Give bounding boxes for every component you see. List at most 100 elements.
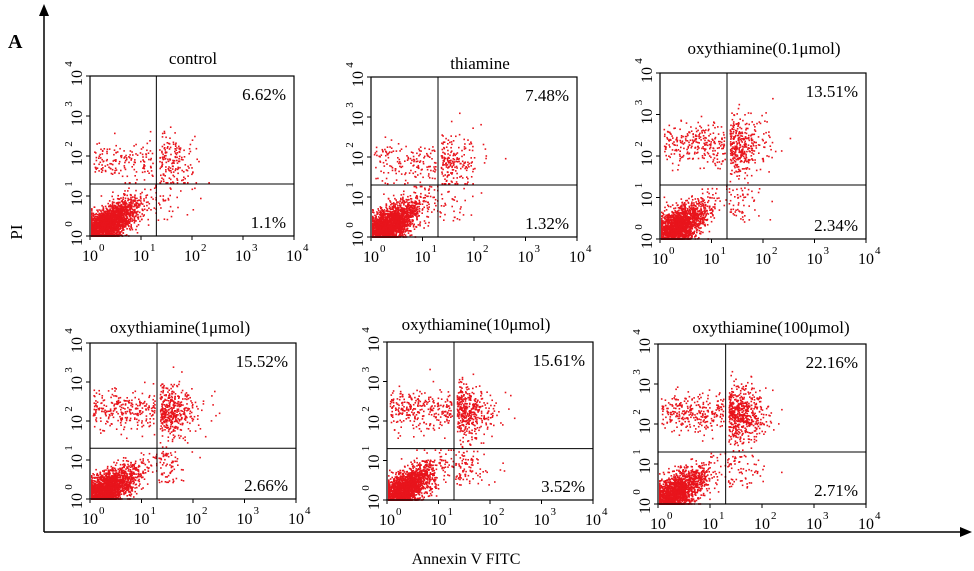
scatter-point: [174, 145, 177, 147]
scatter-point: [111, 204, 114, 206]
scatter-point: [123, 209, 126, 212]
scatter-point: [480, 123, 482, 126]
scatter-point: [100, 209, 102, 212]
scatter-point: [106, 227, 108, 230]
scatter-point: [98, 155, 101, 158]
scatter-point: [146, 209, 148, 212]
scatter-point: [94, 219, 97, 222]
scatter-point: [414, 210, 416, 212]
x-tick-exponent: 0: [99, 242, 105, 254]
scatter-point: [149, 140, 151, 142]
scatter-point: [127, 206, 129, 209]
x-tick-exponent: 4: [303, 242, 309, 254]
scatter-point: [119, 216, 121, 218]
scatter-point: [178, 151, 181, 153]
scatter-point: [150, 209, 152, 211]
scatter-point: [372, 233, 374, 235]
scatter-point: [178, 147, 180, 150]
scatter-point: [440, 193, 443, 196]
scatter-point: [468, 149, 471, 151]
scatter-point: [149, 165, 152, 168]
scatter-point: [108, 214, 110, 217]
scatter-point: [164, 157, 167, 160]
scatter-point: [405, 219, 407, 221]
scatter-point: [161, 163, 164, 166]
scatter-point: [111, 195, 113, 198]
scatter-point: [135, 202, 137, 205]
scatter-point: [94, 229, 97, 231]
scatter-point: [411, 215, 414, 218]
scatter-point: [160, 174, 162, 177]
scatter-point: [450, 146, 452, 149]
scatter-point: [166, 147, 169, 149]
scatter-point: [96, 213, 99, 216]
scatter-point: [159, 203, 161, 206]
scatter-point: [136, 178, 138, 181]
scatter-point: [474, 167, 476, 170]
scatter-point: [424, 222, 427, 224]
scatter-point: [413, 185, 416, 188]
scatter-point: [92, 231, 94, 233]
scatter-point: [121, 213, 124, 215]
scatter-point: [387, 219, 390, 222]
scatter-point: [418, 215, 420, 217]
scatter-point: [133, 216, 136, 219]
scatter-point: [125, 208, 128, 210]
scatter-point: [109, 162, 111, 165]
scatter-point: [377, 209, 380, 212]
scatter-point: [113, 219, 115, 222]
scatter-point: [106, 225, 108, 227]
scatter-point: [111, 215, 114, 218]
scatter-point: [123, 165, 126, 167]
scatter-point: [165, 136, 167, 139]
scatter-point: [93, 206, 96, 208]
scatter-point: [124, 202, 126, 204]
scatter-point: [153, 207, 156, 209]
scatter-point: [117, 209, 120, 212]
scatter-point: [399, 217, 402, 219]
figure-y-axis-label: PI: [7, 224, 26, 239]
scatter-point: [455, 160, 458, 163]
scatter-point: [388, 226, 391, 228]
scatter-point: [194, 187, 196, 190]
scatter-point: [482, 143, 485, 146]
scatter-point: [415, 186, 418, 189]
scatter-point: [129, 198, 132, 200]
scatter-point: [168, 143, 171, 145]
scatter-point: [426, 210, 429, 213]
scatter-point: [141, 191, 143, 194]
scatter-point: [414, 214, 416, 216]
scatter-point: [122, 220, 124, 222]
scatter-point: [163, 147, 166, 149]
scatter-point: [121, 217, 123, 219]
scatter-point: [176, 162, 179, 164]
scatter-point: [163, 156, 165, 158]
scatter-point: [449, 141, 451, 144]
panel-title: thiamine: [450, 54, 509, 73]
scatter-point: [394, 197, 396, 200]
scatter-point: [144, 188, 146, 191]
scatter-point: [132, 215, 134, 217]
scatter-point: [409, 234, 411, 237]
scatter-point: [124, 211, 127, 214]
scatter-point: [395, 223, 398, 226]
scatter-point: [139, 220, 141, 223]
scatter-point: [95, 156, 98, 159]
scatter-point: [451, 165, 453, 168]
scatter-point: [191, 173, 193, 176]
scatter-point: [108, 205, 110, 208]
scatter-point: [125, 157, 128, 159]
scatter-point: [134, 215, 136, 218]
scatter-point: [389, 208, 392, 211]
scatter-point: [375, 216, 377, 219]
scatter-point: [118, 172, 120, 175]
scatter-point: [429, 185, 431, 188]
scatter-point: [168, 170, 171, 172]
scatter-point: [167, 199, 170, 201]
scatter-point: [141, 213, 143, 215]
scatter-point: [191, 167, 193, 169]
scatter-point: [125, 215, 127, 218]
scatter-point: [113, 149, 116, 151]
scatter-point: [114, 229, 116, 232]
